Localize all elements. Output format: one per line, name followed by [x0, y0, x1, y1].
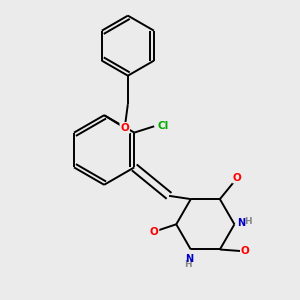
Text: N: N [237, 218, 245, 228]
Text: H: H [244, 217, 251, 226]
Text: Cl: Cl [158, 121, 169, 131]
Text: O: O [150, 227, 158, 237]
Text: O: O [233, 172, 242, 183]
Text: N: N [185, 254, 193, 264]
Text: O: O [120, 123, 129, 133]
Text: H: H [184, 260, 192, 269]
Text: O: O [241, 246, 250, 256]
